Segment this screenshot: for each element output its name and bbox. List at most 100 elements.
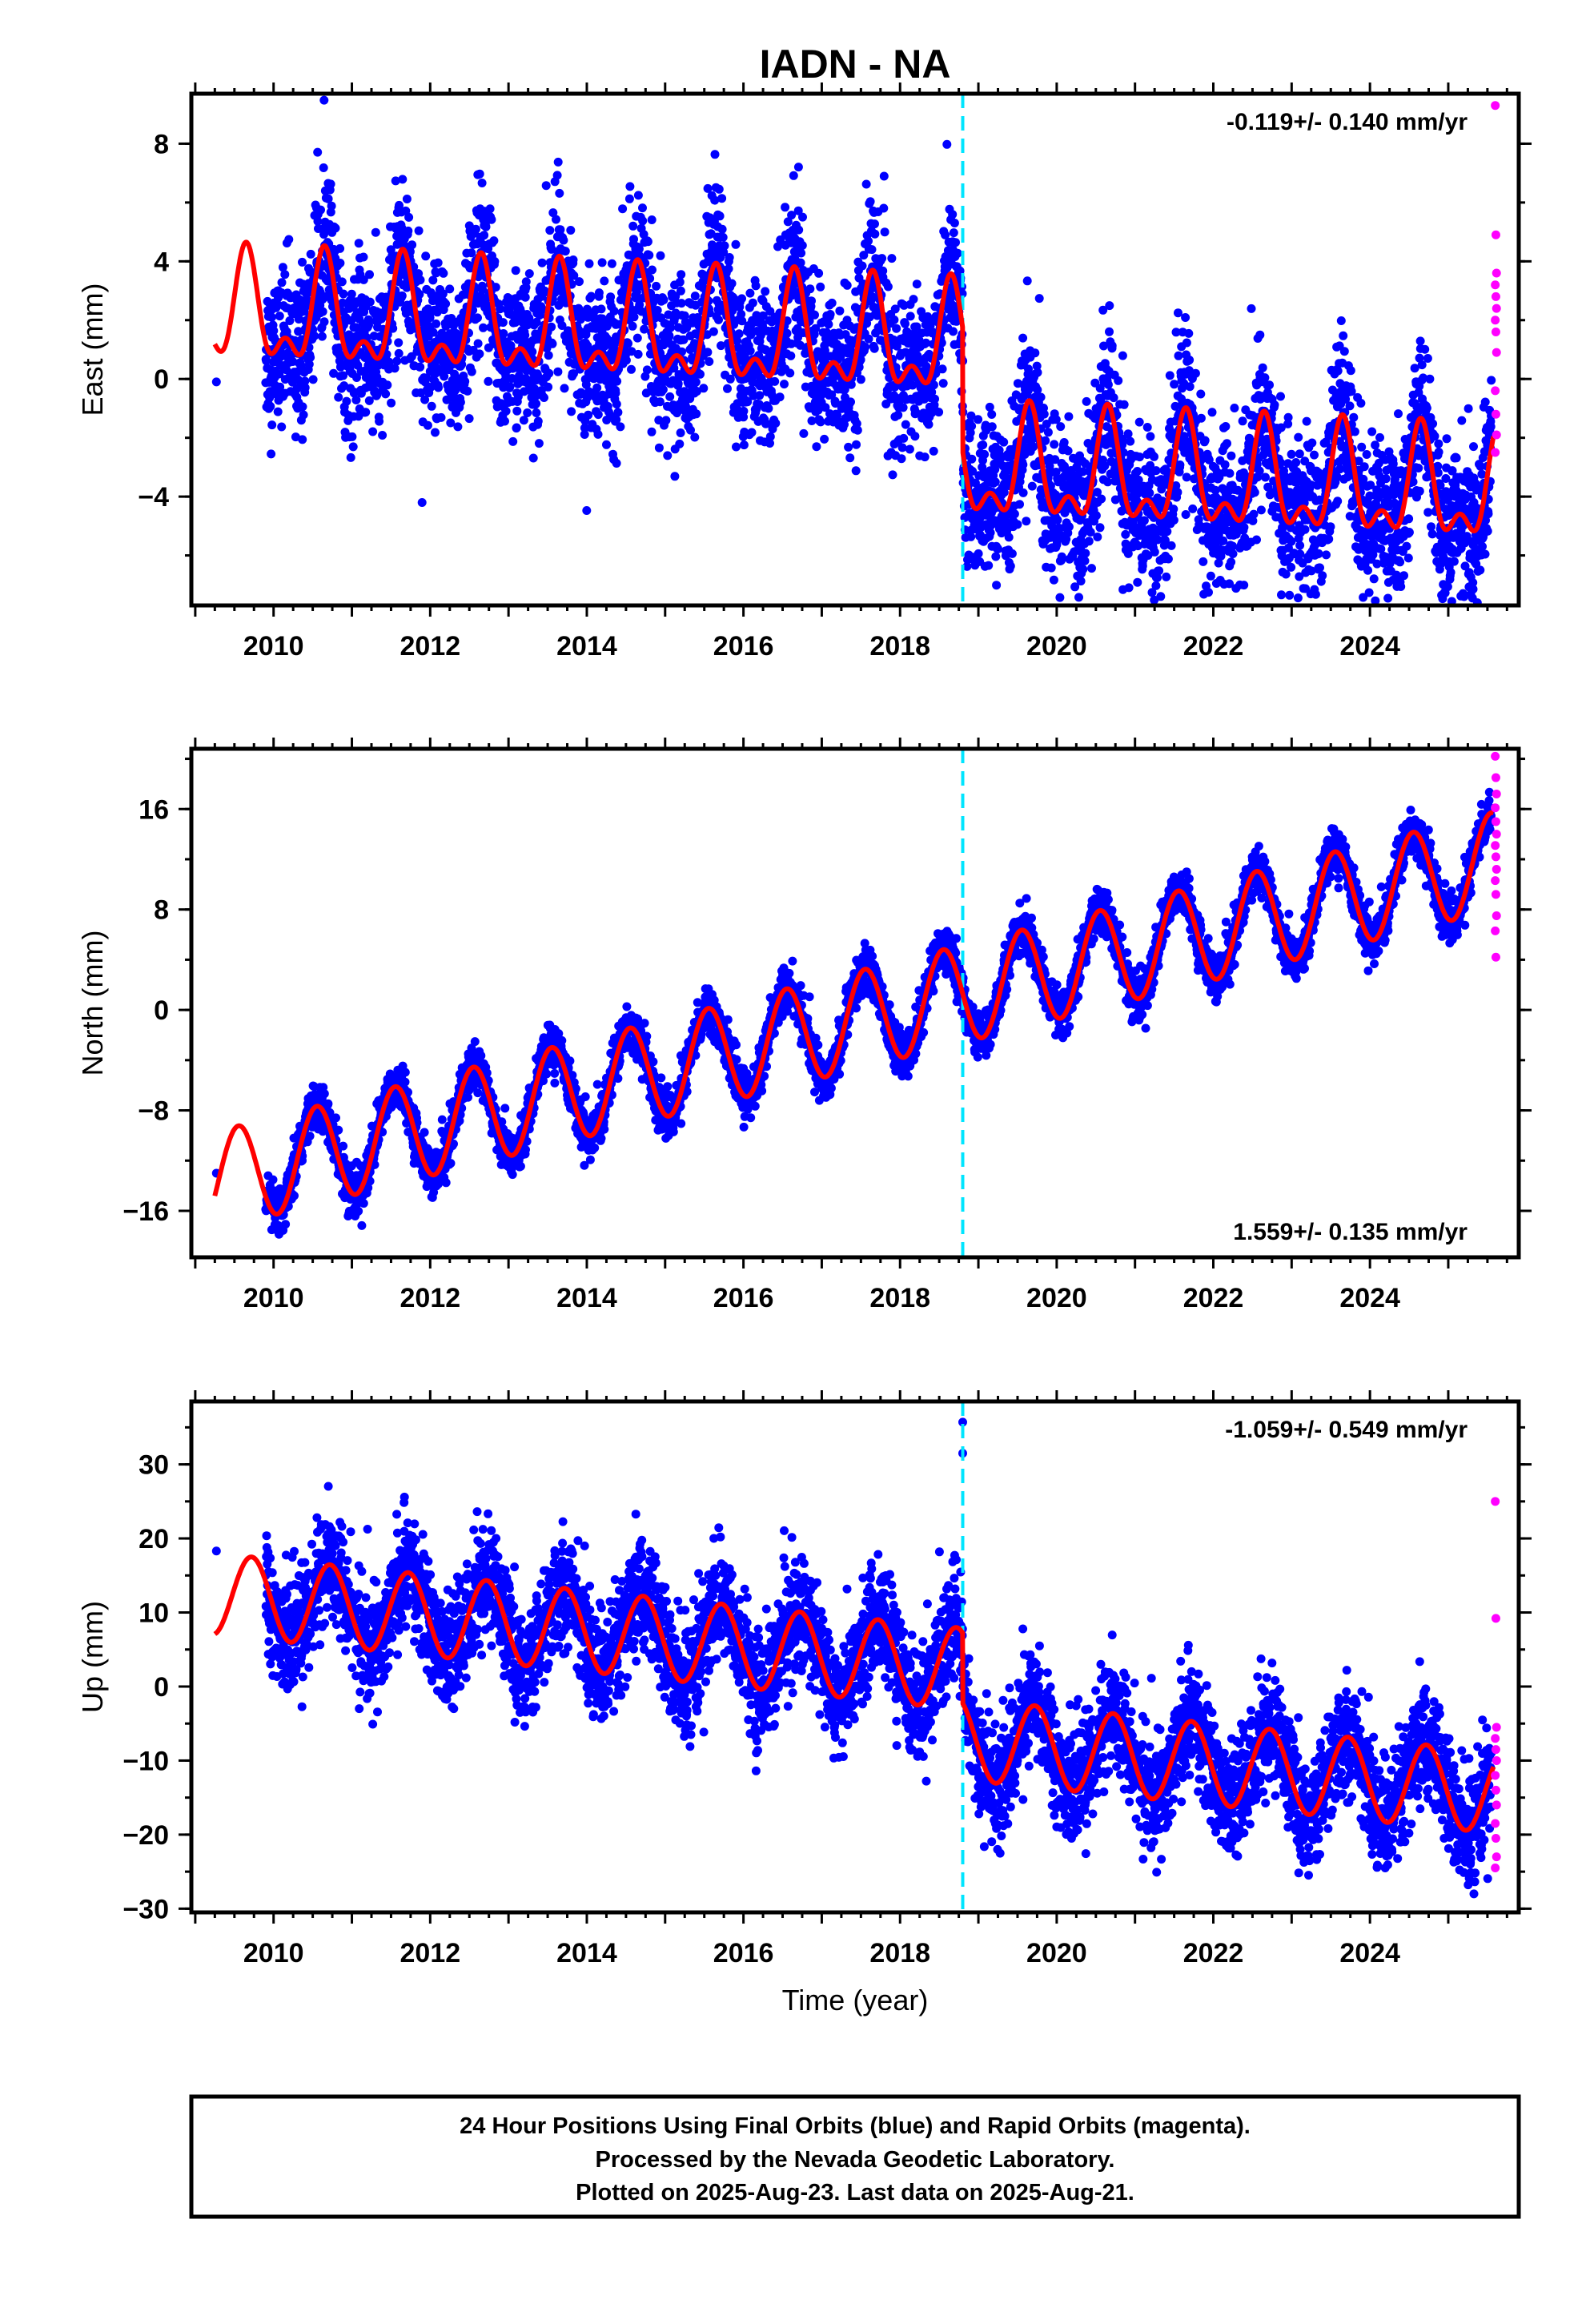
final-point — [600, 276, 609, 286]
final-point — [521, 277, 531, 287]
final-point — [428, 275, 438, 285]
final-point — [1162, 527, 1172, 537]
final-point — [1239, 609, 1247, 617]
final-point — [606, 292, 616, 302]
final-point — [280, 270, 290, 279]
final-point — [1258, 363, 1267, 372]
final-point — [1395, 557, 1405, 567]
final-point — [992, 581, 1002, 590]
final-point — [1402, 541, 1411, 551]
final-point — [1324, 534, 1334, 544]
final-point — [1359, 462, 1369, 472]
final-point — [718, 232, 728, 242]
final-point — [842, 280, 852, 290]
final-point — [820, 434, 829, 444]
final-point — [306, 352, 315, 362]
final-point — [901, 319, 909, 328]
final-point — [597, 258, 607, 267]
final-point — [569, 369, 578, 379]
final-point — [267, 312, 276, 322]
final-point — [1041, 436, 1050, 445]
final-point — [1247, 304, 1256, 313]
final-point — [553, 157, 563, 167]
final-point — [797, 248, 806, 258]
final-point — [1080, 617, 1089, 626]
final-point — [775, 392, 785, 402]
final-point — [987, 410, 997, 419]
final-point — [1260, 373, 1270, 383]
final-point — [627, 347, 636, 356]
final-point — [909, 295, 918, 304]
final-point — [676, 428, 685, 437]
final-point — [414, 226, 424, 235]
final-point — [967, 421, 977, 431]
final-point — [1163, 554, 1173, 564]
final-point — [484, 376, 493, 386]
final-point — [265, 393, 275, 403]
final-point — [905, 444, 914, 454]
final-point — [346, 452, 355, 462]
final-point — [984, 561, 994, 570]
final-point — [852, 440, 861, 449]
final-point — [999, 437, 1009, 447]
final-point — [1307, 438, 1317, 448]
final-point — [1185, 356, 1195, 364]
final-point — [717, 194, 727, 203]
final-point — [1036, 392, 1046, 402]
final-point — [1123, 429, 1133, 439]
final-point — [765, 432, 775, 441]
final-point — [335, 343, 343, 352]
final-point — [675, 439, 685, 448]
final-point — [1364, 588, 1374, 597]
final-point — [980, 449, 990, 459]
final-point — [864, 334, 873, 344]
final-point — [824, 320, 833, 329]
final-point — [317, 332, 327, 341]
final-point — [391, 176, 400, 186]
final-point — [1404, 514, 1414, 524]
final-point — [640, 324, 649, 334]
figure-title: IADN - NA — [760, 42, 951, 86]
final-point — [643, 237, 652, 247]
final-point — [417, 498, 427, 507]
final-point — [533, 416, 543, 426]
final-point — [467, 248, 476, 258]
final-point — [560, 384, 569, 393]
final-point — [428, 328, 438, 337]
final-point — [624, 194, 634, 203]
final-point — [275, 312, 284, 321]
final-point — [423, 420, 432, 430]
final-point — [1076, 577, 1086, 586]
final-point — [677, 299, 686, 308]
final-point — [1126, 436, 1135, 446]
final-point — [569, 271, 579, 280]
final-point — [665, 331, 674, 340]
final-point — [661, 416, 671, 425]
final-point — [548, 339, 557, 348]
final-point — [1142, 423, 1152, 432]
final-point — [1024, 364, 1033, 374]
final-point — [337, 277, 347, 287]
final-point — [929, 380, 938, 390]
final-point — [1349, 412, 1359, 422]
final-point — [473, 313, 482, 323]
final-point — [709, 327, 718, 336]
final-point — [1333, 497, 1343, 506]
final-point — [1034, 294, 1044, 304]
final-point — [427, 401, 436, 411]
final-point — [1318, 571, 1327, 581]
final-point — [897, 443, 907, 452]
final-point — [634, 244, 644, 254]
final-point — [912, 279, 921, 289]
final-point — [629, 312, 639, 322]
final-point — [1403, 553, 1413, 563]
final-point — [893, 410, 903, 420]
final-point — [780, 380, 789, 389]
final-point — [1394, 409, 1403, 419]
final-point — [520, 331, 530, 340]
final-point — [262, 356, 271, 366]
final-point — [864, 236, 873, 246]
final-point — [512, 406, 522, 416]
final-point — [1363, 565, 1372, 575]
final-point — [934, 408, 944, 417]
